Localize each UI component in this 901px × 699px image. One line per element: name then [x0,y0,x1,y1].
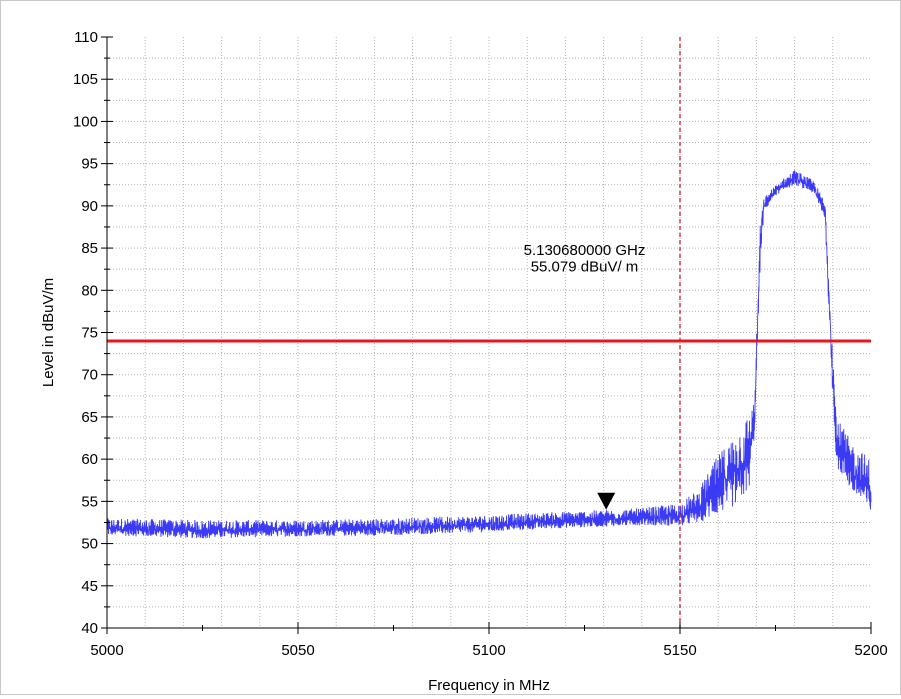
y-tick-label: 110 [74,29,98,46]
y-tick-label: 75 [81,325,98,342]
axes [101,36,872,634]
x-tick-label: 5150 [663,642,696,659]
y-tick-label: 50 [81,536,98,553]
tick-labels: 40 45 50 55 60 65 70 75 80 85 90 95 100 105 110 5000 505… [73,29,888,659]
y-tick-label: 85 [81,240,98,257]
y-tick-label: 40 [81,620,98,637]
grid [107,37,871,628]
y-tick-label: 70 [81,367,98,384]
y-tick-label: 55 [81,493,98,510]
y-tick-label: 90 [81,198,98,215]
marker-frequency-label: 5.130680000 GHz [524,242,646,259]
series-layer [106,170,872,539]
marker-triangle [597,492,616,510]
x-tick-label: 5200 [854,642,887,659]
series-trace [106,170,872,539]
x-tick-label: 5000 [90,642,123,659]
y-tick-label: 45 [81,578,98,595]
y-axis-title: Level in dBuV/m [40,278,57,387]
peak-marker [597,492,616,510]
marker-level-label: 55.079 dBuV/ m [531,259,639,276]
y-tick-label: 80 [81,282,98,299]
y-tick-label: 100 [73,113,98,130]
x-tick-label: 5100 [472,642,505,659]
y-tick-label: 60 [81,451,98,468]
y-tick-label: 105 [73,71,98,88]
y-tick-label: 95 [81,156,98,173]
x-tick-label: 5050 [281,642,314,659]
y-tick-label: 65 [81,409,98,426]
reference-lines [107,37,871,628]
x-axis-title: Frequency in MHz [428,677,550,694]
